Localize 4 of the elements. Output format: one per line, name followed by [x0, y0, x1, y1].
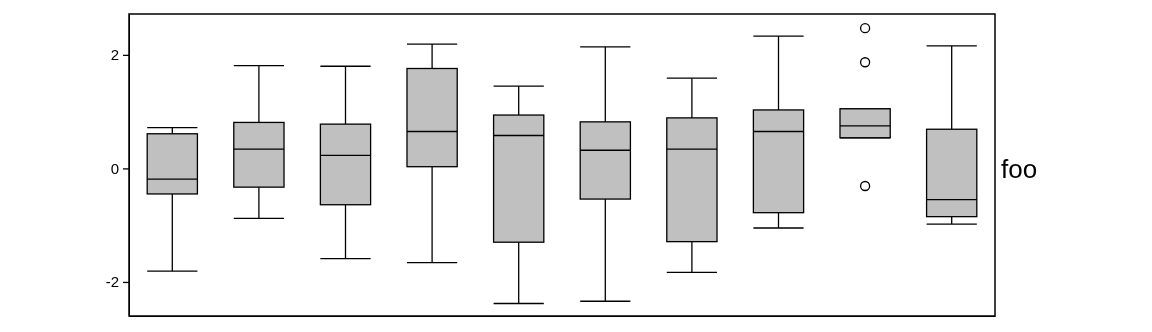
text: foo: [1001, 153, 1038, 184]
y-tick-label: 0: [110, 159, 119, 177]
y-tick-label: 2: [110, 46, 119, 64]
y-tick-label: -2: [105, 273, 119, 291]
